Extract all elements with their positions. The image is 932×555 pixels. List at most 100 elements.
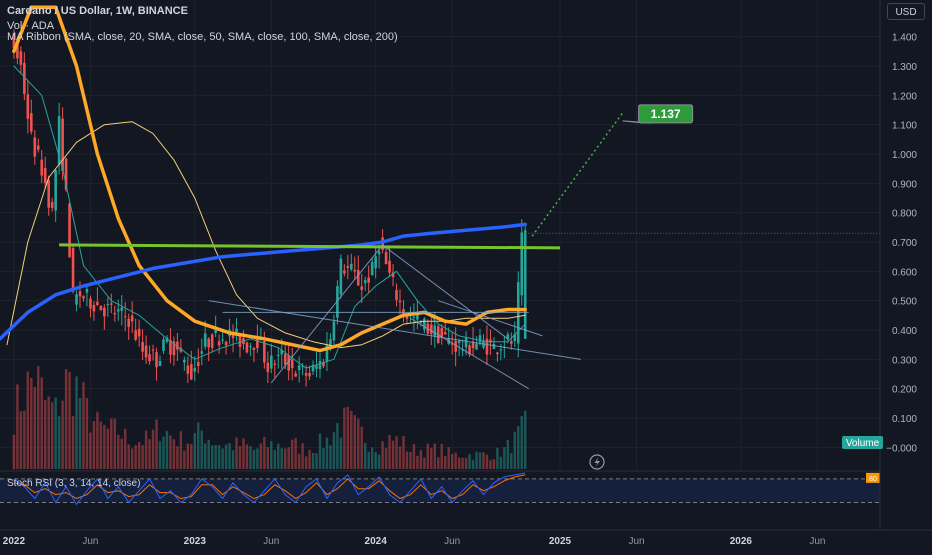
- volume-bar: [308, 449, 311, 469]
- candle-body: [363, 280, 367, 284]
- volume-bar: [377, 454, 381, 469]
- price-tick-label: −0.000: [886, 443, 917, 454]
- candle-body: [127, 318, 130, 327]
- time-tick-label: 2026: [730, 536, 753, 547]
- trendline-line: [438, 300, 543, 337]
- candle-body: [329, 339, 332, 350]
- price-tick-label: 0.700: [892, 238, 917, 249]
- price-tick-label: 0.400: [892, 326, 917, 337]
- resistance-line: [59, 243, 561, 250]
- volume-bar: [510, 453, 513, 469]
- candle-body: [297, 365, 301, 371]
- candle-body: [75, 294, 78, 305]
- candle-body: [193, 367, 197, 372]
- volume-bar: [433, 443, 436, 469]
- volume-bar: [325, 437, 329, 469]
- candle-body: [148, 354, 151, 362]
- volume-bar: [461, 457, 464, 469]
- candle-body: [99, 305, 103, 311]
- volume-bar: [475, 451, 478, 469]
- volume-bar: [513, 431, 516, 469]
- volume-bar: [346, 406, 350, 469]
- volume-bar: [103, 424, 106, 469]
- volume-bar: [506, 439, 510, 469]
- volume-bar: [197, 422, 200, 469]
- candle-body: [123, 316, 127, 318]
- candle-body: [339, 258, 343, 295]
- volume-bar: [228, 443, 231, 469]
- volume-bar: [444, 455, 447, 469]
- price-tick-label: 0.600: [892, 267, 917, 278]
- volume-bar: [402, 435, 405, 469]
- volume-bar: [256, 448, 259, 469]
- candle-body: [496, 352, 499, 355]
- candle-body: [186, 365, 190, 374]
- candle-body: [468, 345, 471, 355]
- candle-body: [308, 373, 311, 377]
- volume-bar: [322, 448, 325, 469]
- candle-body: [176, 341, 179, 350]
- candle-body: [162, 339, 165, 351]
- volume-bar: [464, 458, 468, 469]
- candle-body: [210, 334, 214, 348]
- volume-bar: [179, 431, 183, 469]
- volume-bar: [478, 452, 482, 469]
- time-tick-label: Jun: [82, 536, 98, 547]
- candle-body: [360, 286, 364, 290]
- candle-body: [370, 262, 374, 276]
- target-marker[interactable]: 1.137: [622, 104, 694, 124]
- ma-ribbon-legend[interactable]: MA Ribbon (SMA, close, 20, SMA, close, 5…: [7, 31, 398, 43]
- volume-badge: Volume: [842, 436, 883, 449]
- volume-bar: [82, 382, 85, 469]
- stoch-k-line: [13, 472, 526, 506]
- candle-body: [322, 362, 325, 367]
- volume-bar: [249, 446, 252, 469]
- candle-body: [266, 362, 270, 372]
- candle-body: [134, 330, 137, 340]
- volume-badge-label: Volume: [846, 438, 880, 449]
- volume-indicator-legend[interactable]: Vol · ADA: [7, 20, 55, 32]
- volume-bar: [151, 429, 155, 469]
- volume-bar: [520, 416, 523, 469]
- candle-breakout: [523, 230, 527, 339]
- trendline-line: [270, 244, 383, 384]
- candle-body: [464, 337, 468, 348]
- candle-body: [457, 341, 461, 344]
- candle-body: [23, 62, 26, 94]
- volume-bar: [277, 443, 280, 469]
- stoch-rsi-legend[interactable]: Stoch RSI (3, 3, 14, 14, close): [7, 478, 141, 489]
- target-label: 1.137: [651, 107, 681, 121]
- candle-body: [356, 270, 360, 286]
- candle-body: [343, 270, 346, 274]
- volume-bar: [384, 447, 388, 469]
- volume-bar: [266, 447, 270, 469]
- candle-body: [280, 349, 284, 355]
- price-axis-bg: [880, 0, 932, 550]
- stoch-current-badge: [866, 472, 880, 483]
- candle-body: [430, 324, 433, 334]
- candle-body: [423, 318, 426, 330]
- volume-bar: [370, 447, 374, 469]
- volume-bar: [231, 450, 235, 469]
- volume-bar: [273, 449, 276, 469]
- volume-bar: [252, 449, 256, 469]
- volume-bar: [336, 423, 339, 469]
- lightning-icon: [594, 457, 600, 467]
- flash-icon[interactable]: [589, 454, 605, 470]
- candle-body: [311, 364, 315, 372]
- candle-body: [103, 307, 106, 317]
- volume-bar: [96, 411, 99, 469]
- volume-bar: [364, 443, 367, 469]
- volume-bar: [437, 457, 440, 469]
- volume-bar: [412, 444, 416, 469]
- candle-body: [238, 334, 242, 348]
- candle-body: [353, 269, 357, 272]
- currency-button[interactable]: USD: [887, 3, 925, 20]
- candle-body: [64, 158, 68, 190]
- candle-body: [47, 180, 50, 208]
- candle-body: [144, 345, 148, 358]
- volume-bar: [468, 454, 471, 469]
